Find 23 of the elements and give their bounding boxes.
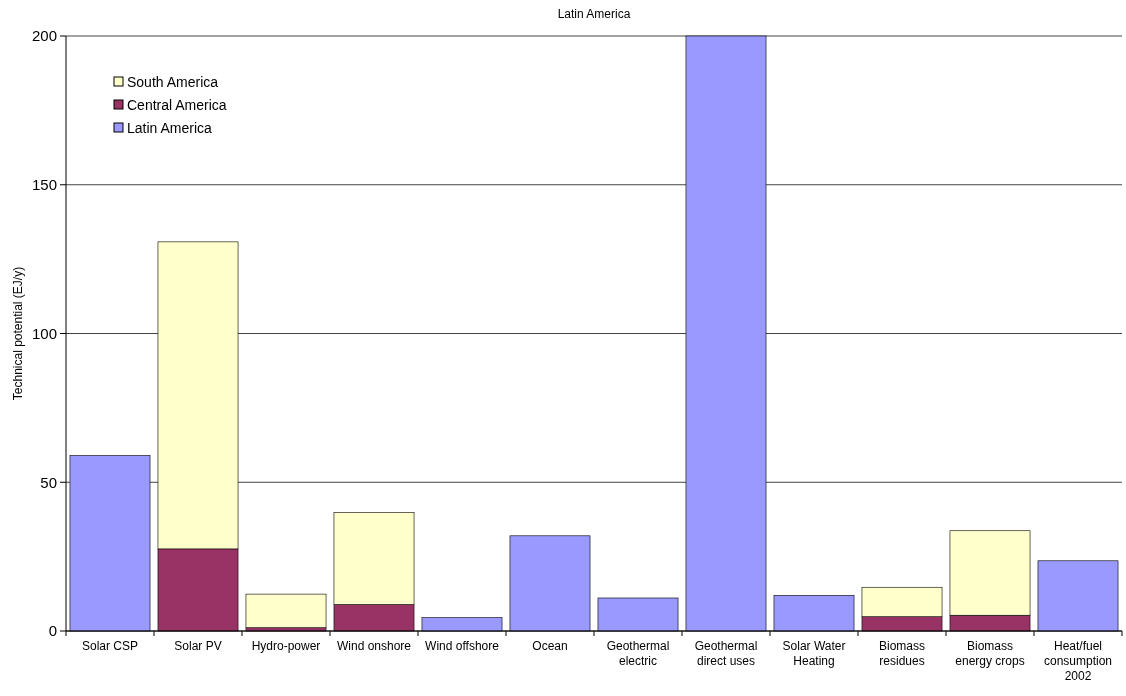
legend-label: South America [127, 73, 219, 90]
y-tick-label: 100 [31, 324, 57, 342]
y-axis-title: Technical potential (EJ/y) [11, 266, 25, 401]
y-tick-label: 150 [31, 176, 57, 193]
chart-title: Latin America [557, 7, 631, 21]
x-tick-label: Solar CSP [81, 639, 139, 653]
legend-label: Central America [127, 96, 227, 113]
x-tick-label: Wind offshore [425, 639, 500, 653]
x-tick-label: Hydro-power [251, 639, 321, 653]
x-tick-label: Geothermal electric [606, 639, 670, 668]
bar [245, 593, 327, 629]
x-tick-label: Heat/fuel consumption 2002 [1043, 639, 1113, 683]
x-tick-label: Ocean [532, 639, 568, 653]
x-tick-label: Biomass residues [878, 639, 926, 668]
legend-label: Latin America [127, 119, 213, 136]
x-tick-label: Biomass energy crops [955, 639, 1025, 668]
x-tick-label: Wind onshore [336, 639, 412, 653]
x-tick-label: Solar PV [174, 639, 222, 653]
x-tick-label: Solar Water Heating [782, 639, 846, 668]
x-tick-label: Geothermal direct uses [694, 639, 758, 668]
y-tick-label: 50 [40, 473, 57, 491]
y-tick-label: 0 [48, 622, 57, 640]
y-tick-label: 200 [31, 27, 57, 45]
